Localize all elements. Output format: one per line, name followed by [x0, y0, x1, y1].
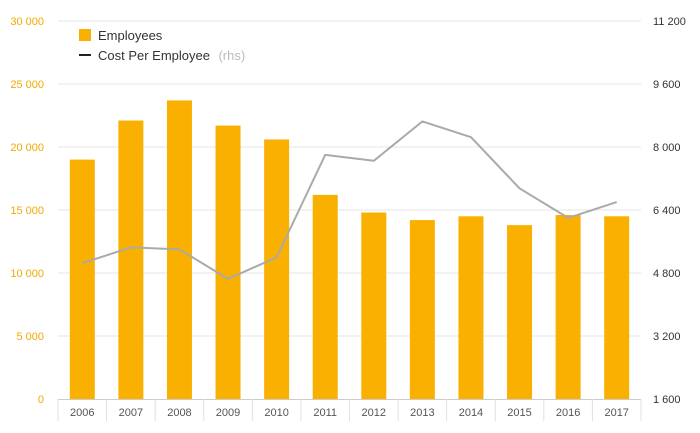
y-left-tick-label: 25 000 [10, 79, 44, 91]
x-tick-label: 2015 [507, 407, 531, 419]
y-right-tick-label: 9 600 [653, 79, 681, 91]
cost-per-employee-line [81, 120, 618, 280]
y-right-tick-label: 11 200 [653, 16, 686, 28]
x-tick-label: 2008 [167, 407, 191, 419]
y-axis-right: 1 600 3 200 4 800 6 400 8 000 9 600 11 200 [653, 16, 686, 406]
y-right-tick-label: 3 200 [653, 331, 681, 343]
y-right-tick-label: 8 000 [653, 142, 681, 154]
x-tick-label: 2017 [604, 407, 628, 419]
y-left-tick-label: 30 000 [10, 16, 44, 28]
y-axis-left: 0 5 000 10 000 15 000 20 000 25 000 30 000 [10, 16, 44, 406]
bar-employees-2009 [215, 125, 241, 399]
y-left-tick-label: 20 000 [10, 142, 44, 154]
x-tick-label: 2016 [556, 407, 580, 419]
bar-employees-2016 [555, 215, 581, 399]
y-right-tick-label: 4 800 [653, 268, 681, 280]
legend-cost-label: Cost Per Employee [98, 48, 210, 63]
x-tick-label: 2011 [313, 407, 337, 419]
bar-employees-2011 [312, 194, 338, 399]
bar-employees-2014 [458, 216, 484, 399]
x-tick-label: 2013 [410, 407, 434, 419]
bar-employees-2017 [604, 216, 630, 399]
x-tick-label: 2014 [459, 407, 483, 419]
y-left-tick-label: 0 [38, 394, 44, 406]
y-right-tick-label: 1 600 [653, 394, 681, 406]
gridlines [58, 20, 641, 337]
employees-bars [69, 100, 630, 399]
x-tick-label: 2009 [216, 407, 240, 419]
y-left-tick-label: 10 000 [10, 268, 44, 280]
line-cost-per-employee [81, 120, 618, 280]
legend: Employees Cost Per Employee (rhs) [79, 28, 245, 64]
bar-employees-2012 [361, 212, 387, 399]
legend-cost-suffix: (rhs) [218, 48, 245, 63]
bar-employees-2007 [118, 120, 144, 399]
x-axis: 2006 2007 2008 2009 2010 2011 2012 2013 2014 2015… [57, 399, 642, 421]
y-left-tick-label: 15 000 [10, 205, 44, 217]
y-right-tick-label: 6 400 [653, 205, 681, 217]
x-tick-label: 2006 [70, 407, 94, 419]
x-tick-label: 2012 [362, 407, 386, 419]
legend-employees-label: Employees [98, 28, 163, 43]
x-tick-label: 2007 [119, 407, 143, 419]
legend-cost-label-group: Cost Per Employee (rhs) [98, 47, 245, 64]
bar-employees-2010 [264, 139, 290, 399]
x-tick-label: 2010 [264, 407, 288, 419]
bar-employees-2006 [69, 159, 95, 399]
bar-employees-2015 [507, 225, 533, 399]
bar-employees-2013 [409, 220, 435, 399]
y-left-tick-label: 5 000 [16, 331, 44, 343]
legend-employees-swatch [79, 29, 91, 41]
